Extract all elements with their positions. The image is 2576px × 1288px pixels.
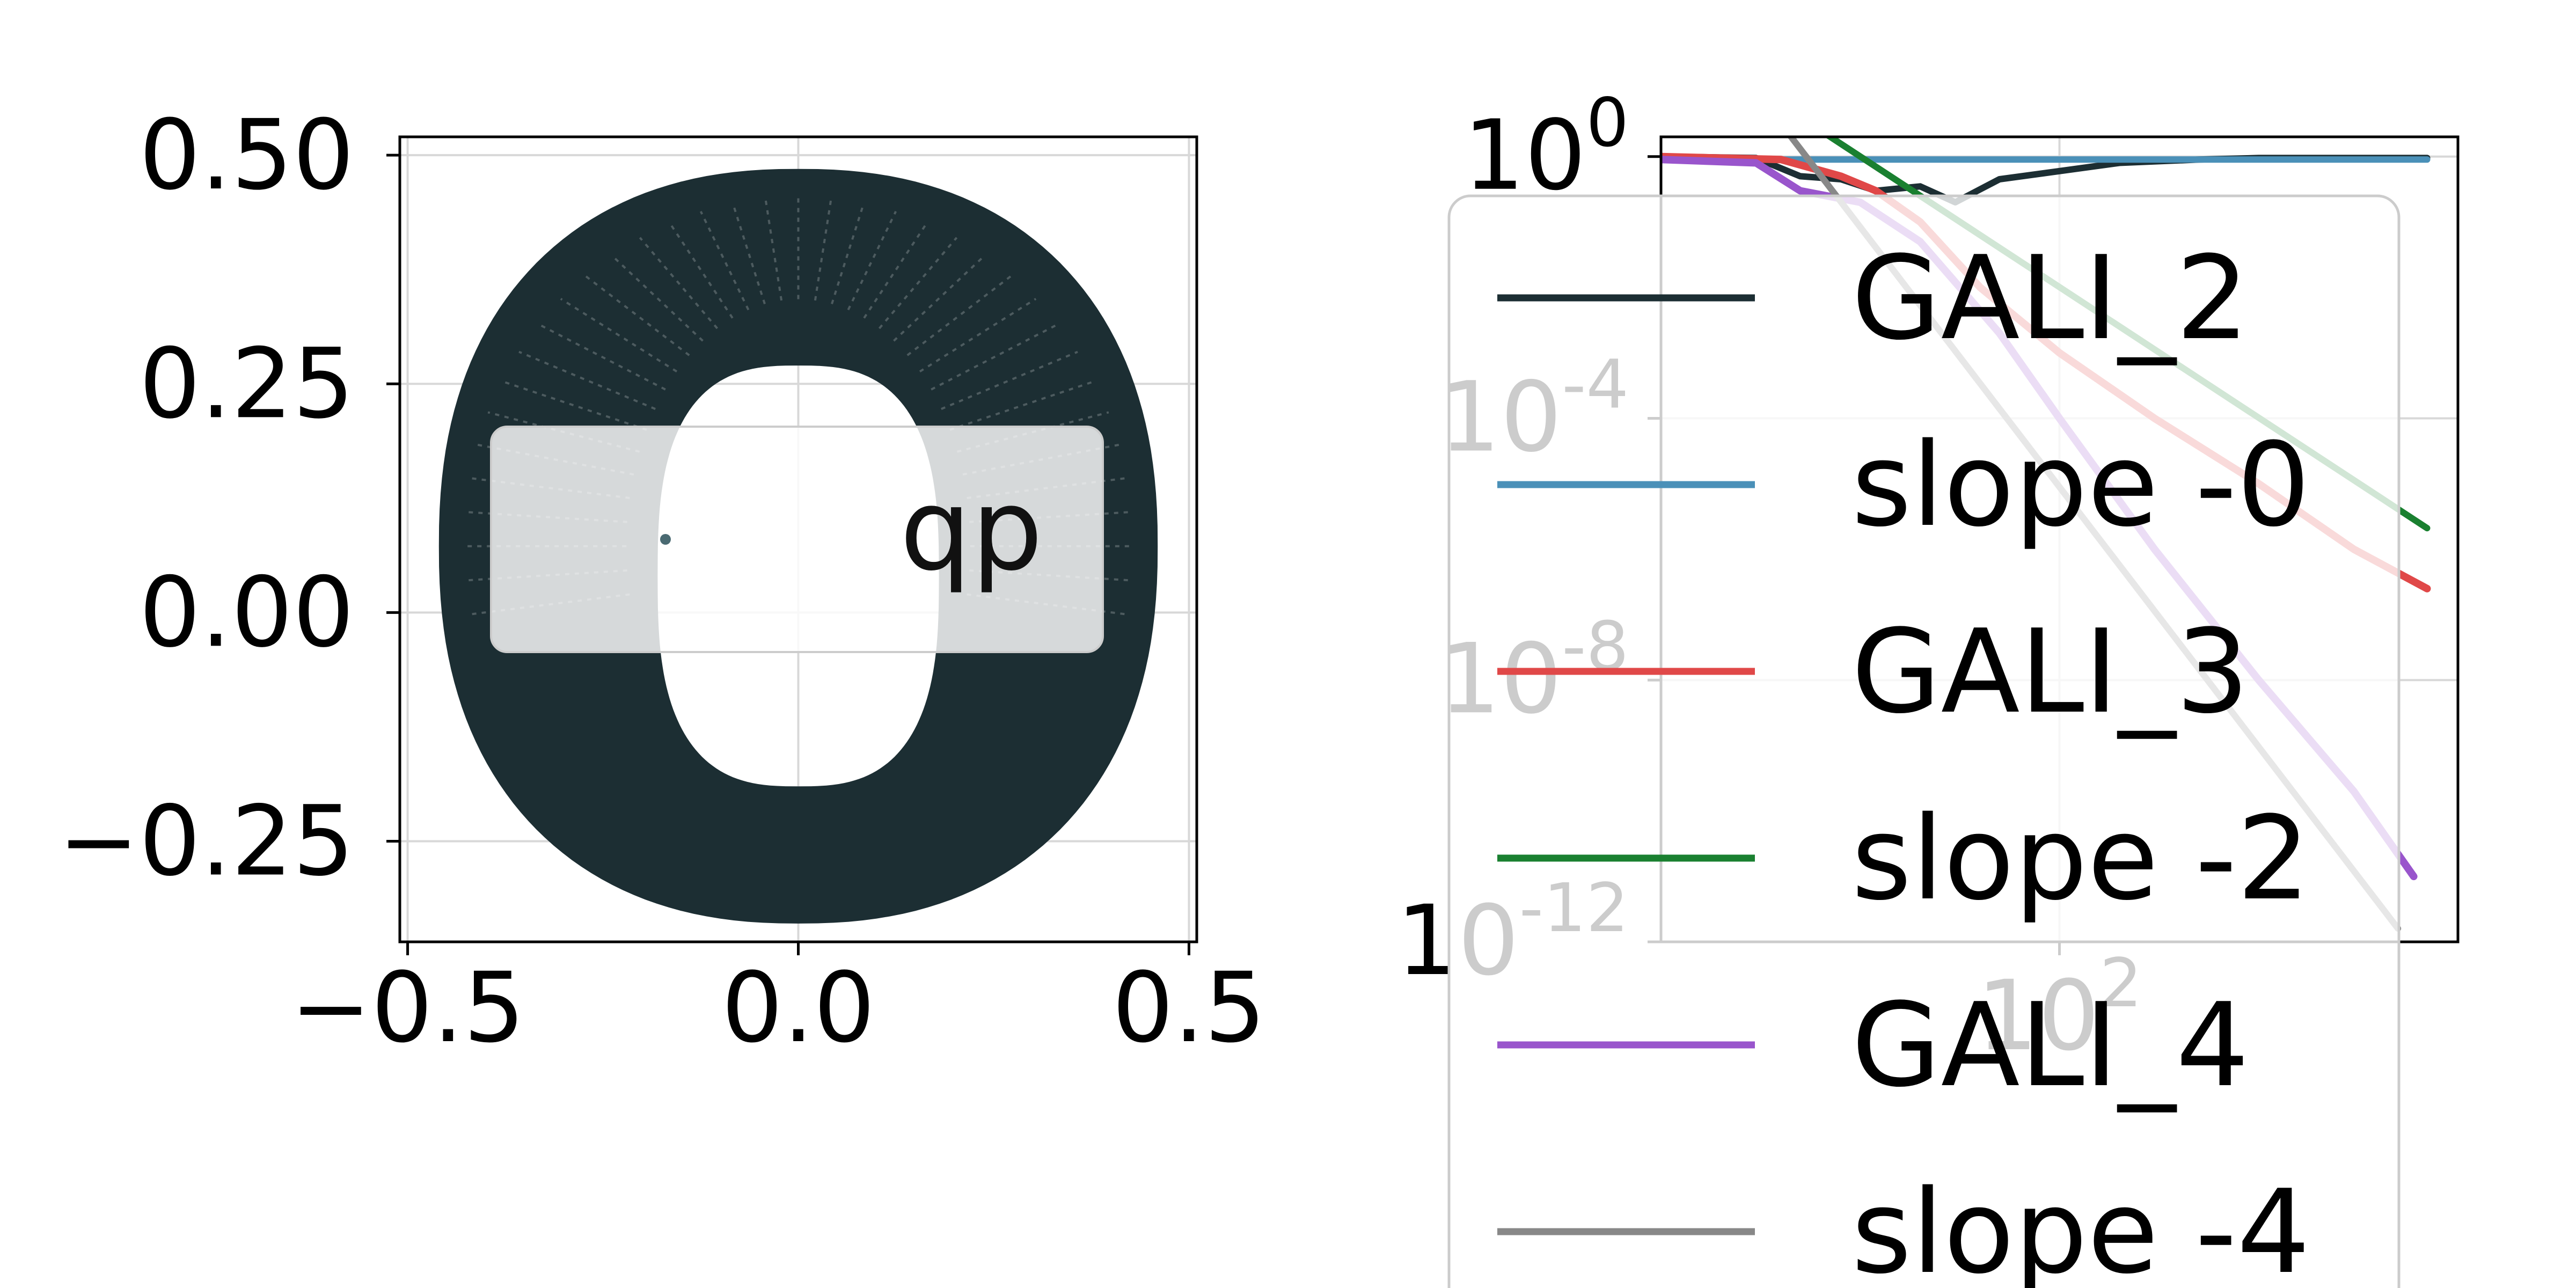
- y-tick-label: −0.25: [58, 786, 354, 898]
- orbit-texture-stroke: [949, 380, 1095, 431]
- legend-frame: [1447, 194, 2401, 1288]
- annotation-marker: [660, 534, 671, 545]
- orbit-texture-stroke: [931, 323, 1059, 391]
- orbit-texture-stroke: [906, 275, 1012, 356]
- annotation-text: qp: [900, 464, 1043, 596]
- x-tick-label: 0.0: [721, 952, 875, 1064]
- orbit-ring: [438, 169, 1158, 924]
- orbit-texture-stroke: [969, 510, 1133, 523]
- orbit-texture-stroke: [764, 197, 783, 301]
- orbit-texture-stroke: [501, 380, 647, 431]
- orbit-texture-stroke: [731, 202, 766, 305]
- orbit-texture-stroke: [560, 298, 678, 373]
- orbit-texture-stroke: [878, 237, 958, 330]
- x-tick-label: 0.5: [1112, 952, 1265, 1064]
- orbit-texture-stroke: [584, 275, 690, 356]
- orbit-texture-stroke: [969, 569, 1133, 582]
- legend-label: slope -0: [1851, 418, 2310, 552]
- y-tick-label: 100: [1463, 84, 1629, 212]
- y-tick-label: 0.00: [139, 557, 354, 669]
- legend-label: slope -2: [1851, 791, 2310, 926]
- annotation-box: [490, 426, 1104, 653]
- orbit-texture-stroke: [699, 210, 750, 311]
- legend-label: slope -4: [1851, 1165, 2310, 1288]
- legend-label: GALI_3: [1851, 604, 2249, 739]
- orbit-texture-stroke: [893, 254, 986, 342]
- orbit-texture-stroke: [538, 323, 666, 391]
- legend-label: GALI_2: [1851, 231, 2249, 365]
- qp-annotation: qp: [490, 426, 1104, 653]
- orbit-texture-stroke: [611, 254, 704, 342]
- orbit-texture-stroke: [919, 298, 1037, 373]
- left-panel: −0.5 0.0 0.5 −0.25 0.00 0.25 0.50 qp: [58, 99, 1265, 1064]
- y-tick-label: 0.25: [139, 328, 354, 440]
- left-ticks: −0.5 0.0 0.5 −0.25 0.00 0.25 0.50: [58, 99, 1265, 1064]
- orbit-texture-stroke: [639, 237, 719, 330]
- orbit-texture-stroke: [847, 210, 897, 311]
- x-tick-label: −0.5: [290, 952, 525, 1064]
- legend-label: GALI_4: [1851, 978, 2249, 1113]
- y-tick-label: 0.50: [139, 99, 354, 211]
- orbit-texture-stroke: [831, 202, 865, 305]
- orbit-texture-stroke: [814, 197, 832, 301]
